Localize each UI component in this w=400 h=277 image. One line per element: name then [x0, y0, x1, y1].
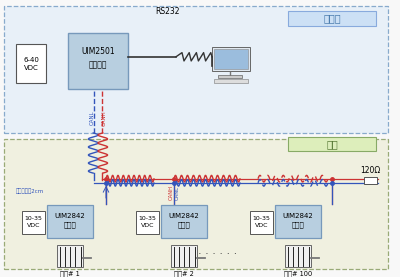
Text: CANL: CANL	[175, 186, 180, 199]
FancyBboxPatch shape	[171, 245, 197, 267]
Text: RS232: RS232	[156, 7, 180, 16]
Text: 10-35
VDC: 10-35 VDC	[25, 217, 42, 228]
FancyBboxPatch shape	[288, 11, 376, 26]
FancyBboxPatch shape	[364, 177, 377, 184]
FancyBboxPatch shape	[275, 205, 321, 238]
FancyBboxPatch shape	[218, 75, 242, 78]
FancyBboxPatch shape	[214, 79, 248, 83]
Text: 120Ω: 120Ω	[360, 166, 380, 175]
Text: 电机# 1: 电机# 1	[60, 270, 80, 277]
FancyBboxPatch shape	[288, 137, 376, 151]
FancyBboxPatch shape	[16, 44, 46, 83]
Text: 6-40
VDC: 6-40 VDC	[23, 57, 39, 71]
Text: UIM2842
控制器: UIM2842 控制器	[283, 213, 314, 228]
Text: 工厂: 工厂	[326, 139, 338, 149]
FancyBboxPatch shape	[212, 47, 250, 71]
Text: · · · · · ·: · · · · · ·	[198, 249, 238, 259]
FancyBboxPatch shape	[68, 33, 128, 89]
Text: 抽头长度＜2cm: 抽头长度＜2cm	[16, 188, 44, 194]
Text: UIM2842
控制器: UIM2842 控制器	[169, 213, 200, 228]
Bar	[4, 138, 388, 269]
Text: 10-35
VDC: 10-35 VDC	[253, 217, 270, 228]
Text: CANH: CANH	[168, 185, 173, 200]
Text: 10-35
VDC: 10-35 VDC	[139, 217, 156, 228]
Text: CANH: CANH	[102, 110, 106, 125]
Text: 电机# 2: 电机# 2	[174, 270, 194, 277]
FancyBboxPatch shape	[136, 211, 159, 234]
Text: 电机# 100: 电机# 100	[284, 270, 312, 277]
FancyBboxPatch shape	[47, 205, 93, 238]
FancyBboxPatch shape	[285, 245, 311, 267]
Text: 控制室: 控制室	[323, 14, 341, 24]
Bar	[4, 6, 388, 133]
Text: CANL: CANL	[90, 111, 94, 125]
FancyBboxPatch shape	[161, 205, 207, 238]
FancyBboxPatch shape	[22, 211, 45, 234]
Text: UIM2842
控制器: UIM2842 控制器	[55, 213, 86, 228]
Text: UIM2501
控制网关: UIM2501 控制网关	[81, 47, 115, 69]
FancyBboxPatch shape	[214, 49, 248, 69]
FancyBboxPatch shape	[250, 211, 273, 234]
FancyBboxPatch shape	[57, 245, 83, 267]
